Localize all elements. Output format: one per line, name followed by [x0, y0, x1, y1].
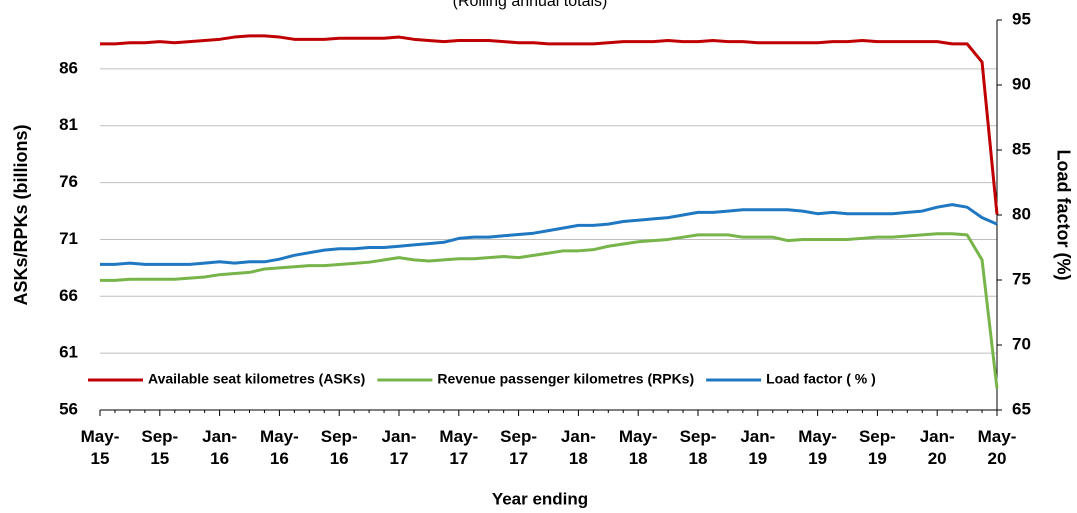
y-tick-label: 71 — [59, 229, 78, 248]
chart-title: (Rolling annual totals) — [453, 0, 608, 10]
series-line — [100, 232, 999, 389]
y2-tick-label: 70 — [1012, 334, 1031, 353]
x-tick-label: Jan-18 — [560, 427, 596, 468]
x-tick-label: Jan-19 — [740, 427, 776, 468]
y2-tick-label: 85 — [1012, 139, 1031, 158]
legend-label: Available seat kilometres (ASKs) — [148, 371, 365, 387]
x-tick-label: May-16 — [260, 427, 299, 468]
y-tick-label: 76 — [59, 172, 78, 191]
y-tick-label: 56 — [59, 399, 78, 418]
y2-tick-label: 65 — [1012, 399, 1031, 418]
legend-label: Revenue passenger kilometres (RPKs) — [437, 371, 694, 387]
x-axis-title: Year ending — [492, 489, 588, 508]
series-line — [100, 34, 999, 215]
x-tick-label: Sep-16 — [320, 427, 358, 468]
x-tick-label: May-20 — [977, 427, 1017, 468]
x-tick-label: Sep-18 — [679, 427, 717, 468]
y-tick-label: 81 — [59, 115, 78, 134]
x-tick-label: Jan-20 — [919, 427, 955, 468]
y-axis-title: ASKs/RPKs (billions) — [11, 124, 31, 305]
y2-tick-label: 90 — [1012, 74, 1031, 93]
x-tick-label: Sep-15 — [141, 427, 179, 468]
legend-label: Load factor ( % ) — [766, 371, 876, 387]
y2-tick-label: 80 — [1012, 204, 1031, 223]
x-tick-label: Jan-16 — [202, 427, 238, 468]
x-tick-label: May-15 — [80, 427, 120, 468]
x-tick-label: May-18 — [618, 427, 658, 468]
y2-axis-title: Load factor (%) — [1053, 149, 1073, 280]
y-tick-label: 86 — [59, 58, 78, 77]
series-line — [100, 203, 998, 266]
x-tick-label: May-19 — [798, 427, 837, 468]
y2-tick-label: 75 — [1012, 269, 1031, 288]
x-tick-label: Sep-19 — [858, 427, 896, 468]
x-tick-label: Sep-17 — [500, 427, 538, 468]
y-tick-label: 61 — [59, 343, 78, 362]
y2-tick-label: 95 — [1012, 9, 1031, 28]
x-tick-label: May-17 — [439, 427, 479, 468]
y-tick-label: 66 — [59, 286, 78, 305]
x-tick-label: Jan-17 — [381, 427, 417, 468]
